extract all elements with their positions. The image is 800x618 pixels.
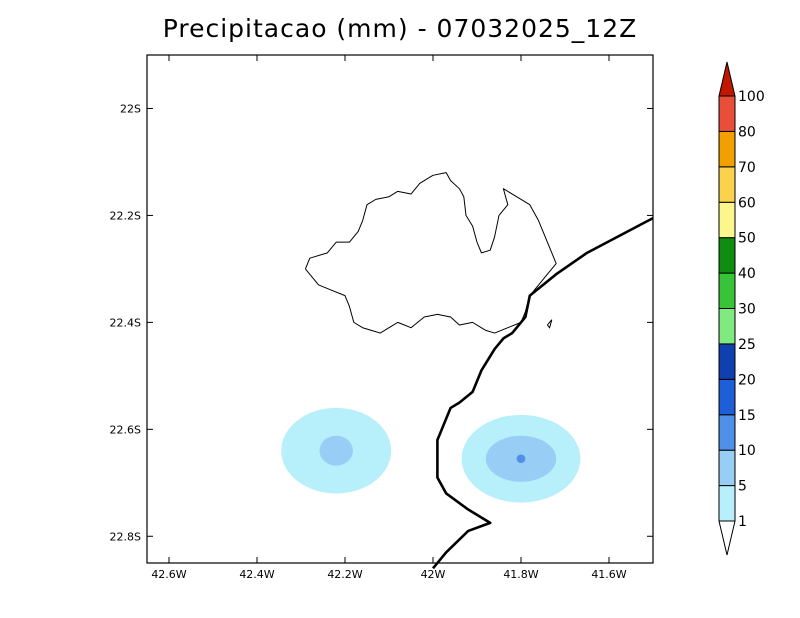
colorbar-segment-80-100	[718, 95, 736, 132]
y-tick-label: 22.2S	[110, 209, 141, 222]
colorbar-segment-70-80	[718, 130, 736, 168]
colorbar-segment-1-5	[718, 485, 736, 522]
y-tick-label: 22.4S	[110, 316, 141, 329]
colorbar-label-70: 70	[738, 160, 756, 176]
colorbar-bottom-triangle	[718, 520, 736, 556]
map-title: Precipitacao (mm) - 07032025_12Z	[162, 14, 638, 43]
colorbar-label-40: 40	[738, 266, 756, 282]
y-tick-label: 22S	[120, 102, 141, 115]
y-tick-label: 22.6S	[110, 423, 141, 436]
x-tick-label: 42.6W	[151, 568, 186, 581]
x-tick-label: 41.6W	[591, 568, 626, 581]
colorbar-label-100: 100	[738, 89, 765, 105]
colorbar-segment-50-60	[718, 201, 736, 239]
y-tick-label: 22.8S	[110, 530, 141, 543]
axis-ticks: 42.6W 42.4W 42.2W 42W 41.8W 41.6W 22S 22.2S 22.4…	[110, 55, 653, 581]
colorbar-segment-60-70	[718, 166, 736, 203]
colorbar-label-80: 80	[738, 124, 756, 140]
municipality-boundary	[304, 172, 557, 334]
colorbar-segment-40-50	[718, 237, 736, 274]
coastline	[431, 216, 654, 570]
precip-cell-1-level-5	[319, 435, 353, 466]
map-frame	[146, 54, 654, 564]
colorbar-label-20: 20	[738, 372, 756, 388]
colorbar-top-triangle	[718, 61, 736, 97]
colorbar-label-50: 50	[738, 231, 756, 247]
coastline-layer	[431, 216, 654, 570]
x-tick-label: 42.2W	[327, 568, 362, 581]
x-tick-label: 42W	[421, 568, 446, 581]
colorbar-label-25: 25	[738, 337, 756, 353]
colorbar-label-30: 30	[738, 302, 756, 318]
colorbar-label-5: 5	[738, 479, 747, 495]
colorbar-label-60: 60	[738, 195, 756, 211]
colorbar-label-1: 1	[738, 514, 747, 530]
colorbar-segment-15-20	[718, 378, 736, 416]
colorbar-label-10: 10	[738, 443, 756, 459]
precip-cell-2-level-10	[516, 454, 526, 464]
precipitation-contours	[281, 407, 581, 503]
x-tick-label: 42.4W	[239, 568, 274, 581]
colorbar-segment-20-25	[718, 343, 736, 380]
colorbar-segment-10-15	[718, 414, 736, 451]
colorbar-label-15: 15	[738, 408, 756, 424]
colorbar-segment-30-40	[718, 272, 736, 310]
colorbar-segment-25-30	[718, 308, 736, 345]
x-tick-label: 41.8W	[503, 568, 538, 581]
island-outline-1	[547, 319, 553, 329]
municipality-layer	[304, 172, 557, 334]
colorbar-segment-5-10	[718, 449, 736, 487]
